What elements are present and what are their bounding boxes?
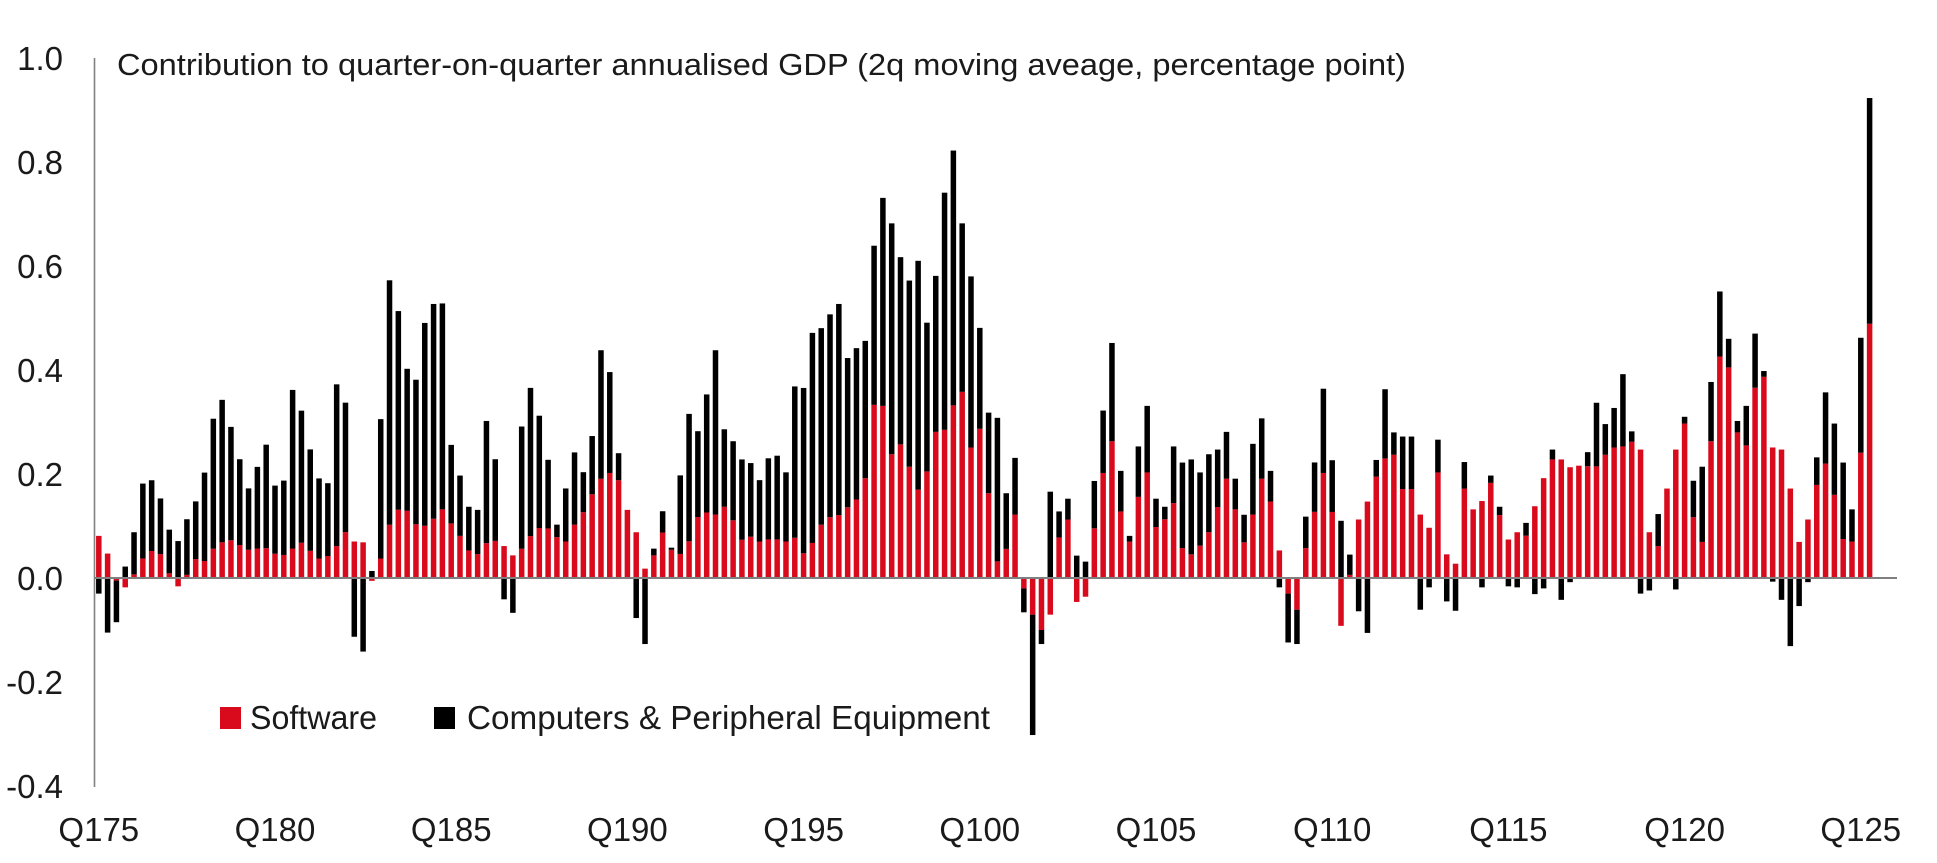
svg-text:Q190: Q190: [587, 811, 668, 848]
svg-text:Software: Software: [250, 699, 377, 736]
svg-text:Q120: Q120: [1644, 811, 1725, 848]
svg-text:-0.4: -0.4: [6, 768, 63, 805]
svg-text:Q195: Q195: [763, 811, 844, 848]
svg-text:0.8: 0.8: [17, 144, 63, 181]
svg-text:Q180: Q180: [235, 811, 316, 848]
svg-text:0.0: 0.0: [17, 560, 63, 597]
svg-text:Q125: Q125: [1820, 811, 1901, 848]
svg-text:Q100: Q100: [939, 811, 1020, 848]
svg-text:Q115: Q115: [1469, 811, 1547, 848]
svg-text:Contribution to quarter-on-qua: Contribution to quarter-on-quarter annua…: [117, 47, 1406, 82]
svg-text:Q175: Q175: [58, 811, 139, 848]
svg-text:Computers & Peripheral Equipme: Computers & Peripheral Equipment: [467, 699, 990, 736]
svg-text:0.6: 0.6: [17, 248, 63, 285]
svg-text:Q185: Q185: [411, 811, 492, 848]
svg-text:Q105: Q105: [1116, 811, 1197, 848]
svg-text:0.4: 0.4: [17, 352, 63, 389]
svg-text:1.0: 1.0: [17, 40, 63, 77]
svg-text:Q110: Q110: [1293, 811, 1371, 848]
svg-text:-0.2: -0.2: [6, 664, 63, 701]
svg-text:0.2: 0.2: [17, 456, 63, 493]
